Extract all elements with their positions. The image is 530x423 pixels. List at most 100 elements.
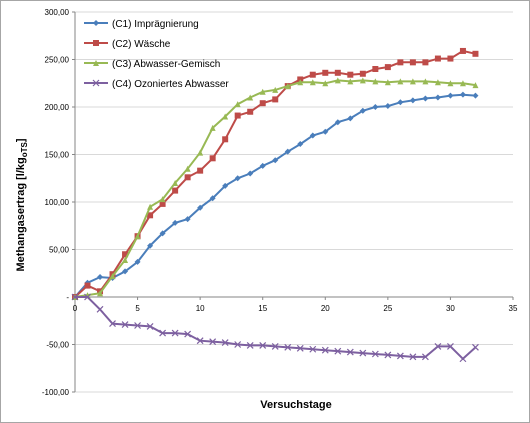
- series-3-point-19: [309, 79, 316, 86]
- series-4-point-9: [184, 330, 192, 338]
- series-2-point-29: [434, 55, 441, 62]
- series-4: [71, 293, 479, 363]
- series-3-point-25: [384, 79, 391, 86]
- series-3-point-8: [172, 180, 179, 186]
- legend-item-1: (C1) Imprägnierung: [84, 19, 199, 30]
- legend-marker-3: [93, 60, 99, 66]
- series-1-point-30: [447, 92, 454, 99]
- series-1-point-9: [184, 216, 191, 223]
- series-4-point-14: [246, 342, 254, 349]
- x-tick-label-4: 20: [321, 304, 330, 313]
- y-tick-label-1: -50,00: [46, 341, 69, 350]
- series-layer: [71, 47, 479, 363]
- series-2-point-1: [84, 282, 91, 289]
- series-3-point-23: [359, 77, 366, 84]
- series-2-point-23: [359, 70, 366, 77]
- series-4-point-30: [447, 342, 454, 350]
- gridlines: [75, 11, 513, 393]
- series-1-point-5: [134, 258, 141, 265]
- series-4-point-8: [171, 329, 179, 337]
- series-4-point-16: [271, 342, 279, 350]
- legend-marker-2: [93, 40, 99, 46]
- series-1-point-6: [147, 242, 154, 249]
- series-3-point-18: [297, 79, 304, 86]
- legend-item-2: (C2) Wäsche: [84, 39, 171, 50]
- series-2-point-15: [259, 100, 266, 107]
- legend-marker-1: [93, 20, 99, 26]
- series-1-point-26: [397, 99, 404, 106]
- series-3-point-2: [97, 290, 104, 297]
- series-2-point-31: [459, 47, 466, 54]
- y-axis-title-end: ]: [15, 138, 27, 142]
- series-3-point-32: [472, 82, 479, 89]
- series-4-point-15: [259, 342, 267, 349]
- series-2-point-10: [197, 167, 204, 174]
- series-1-point-2: [97, 274, 104, 281]
- series-2-point-14: [247, 108, 254, 115]
- series-1-point-13: [234, 175, 241, 182]
- series-4-point-12: [221, 339, 229, 347]
- series-4-point-11: [209, 338, 217, 346]
- series-4-point-26: [396, 352, 404, 360]
- series-1-point-17: [284, 148, 291, 155]
- series-1-point-16: [272, 157, 279, 164]
- series-4-point-2: [96, 305, 104, 313]
- series-4-point-17: [284, 343, 292, 351]
- x-tick-label-1: 5: [135, 304, 140, 313]
- series-2-point-25: [384, 64, 391, 71]
- series-1-point-21: [334, 119, 341, 126]
- y-tick-label-8: 300,00: [45, 8, 70, 17]
- series-4-point-21: [334, 347, 342, 355]
- series-4-point-13: [234, 341, 242, 348]
- legend-item-3: (C3) Abwasser-Gemisch: [84, 59, 220, 70]
- series-1-point-10: [197, 204, 204, 211]
- series-1-point-32: [472, 92, 479, 99]
- series-4-point-22: [346, 348, 354, 356]
- series-2-point-4: [122, 251, 129, 258]
- series-3-point-5: [134, 233, 141, 240]
- series-1-point-20: [322, 128, 329, 135]
- y-tick-label-4: 100,00: [45, 198, 70, 207]
- series-4-point-24: [371, 350, 379, 358]
- series-2-point-7: [159, 200, 166, 207]
- series-3-point-21: [334, 77, 341, 84]
- series-3-point-28: [422, 78, 429, 85]
- y-tick-label-3: 50,00: [49, 246, 70, 255]
- series-4-point-3: [109, 320, 116, 328]
- series-3-point-14: [247, 94, 254, 101]
- x-tick-label-0: 0: [73, 304, 78, 313]
- x-tick-label-5: 25: [383, 304, 392, 313]
- series-4-point-18: [296, 344, 304, 352]
- legend-label-4: (C4) Ozoniertes Abwasser: [112, 79, 229, 90]
- y-tick-label-6: 200,00: [45, 103, 70, 112]
- legend-marker-4: [92, 79, 100, 87]
- series-4-point-32: [472, 343, 479, 351]
- series-1: [72, 91, 479, 300]
- series-3-point-12: [222, 113, 229, 120]
- series-2-point-24: [372, 66, 379, 72]
- series-4-point-0: [71, 293, 79, 301]
- series-4-point-29: [434, 342, 442, 350]
- series-4-point-28: [421, 353, 429, 361]
- series-1-point-7: [159, 230, 166, 237]
- legend-label-3: (C3) Abwasser-Gemisch: [112, 59, 220, 70]
- series-1-point-19: [309, 132, 316, 139]
- y-tick-label-2: -: [66, 293, 69, 302]
- series-1-point-24: [372, 104, 379, 110]
- x-tick-label-7: 35: [509, 304, 518, 313]
- series-1-point-14: [247, 170, 254, 177]
- series-2-point-16: [272, 96, 279, 103]
- y-tick-label-7: 250,00: [45, 56, 70, 65]
- series-1-point-4: [122, 268, 129, 275]
- x-axis-title: Versuchstage: [260, 399, 332, 411]
- x-tick-label-3: 15: [258, 304, 267, 313]
- series-2-point-22: [347, 71, 354, 78]
- series-4-point-23: [359, 349, 367, 357]
- series-4-point-7: [159, 329, 167, 337]
- series-2-point-6: [147, 212, 154, 219]
- series-3-point-11: [209, 124, 216, 131]
- series-2-point-21: [334, 69, 341, 76]
- series-3-point-15: [259, 88, 266, 95]
